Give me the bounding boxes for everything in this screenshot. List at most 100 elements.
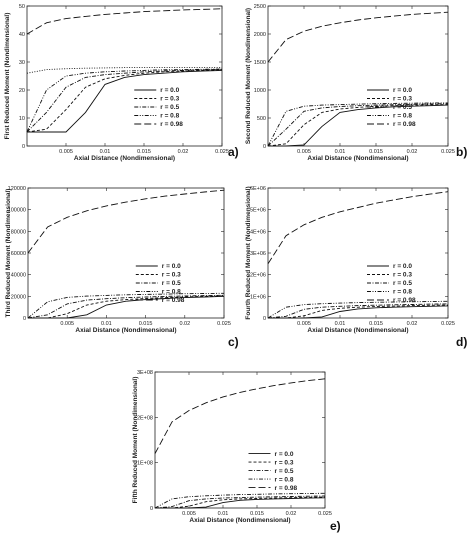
x-tick-label: 0.005: [182, 511, 196, 517]
y-tick-label: 1E+08: [137, 461, 153, 467]
y-tick-label: 4E+06: [250, 229, 266, 235]
series-line-2: [26, 69, 223, 133]
chart-panel-2: 0.005 0.01 0.015 0.02 0.025 0 500 1000 1500 2000 2…: [245, 4, 467, 162]
x-axis-label: Axial Distance (Nondimensional): [189, 517, 290, 524]
legend-entry: r = 0.5: [275, 468, 294, 475]
y-tick-label: 5E+06: [250, 208, 266, 214]
series-line-1: [28, 295, 225, 319]
legend-entry: r = 0.8: [393, 113, 412, 120]
series-line-3: [27, 294, 225, 319]
y-tick-label: 0: [263, 316, 266, 322]
x-tick-label: 0.005: [60, 321, 74, 327]
legend-entry: r = 0.0: [393, 87, 412, 94]
series-line-5: [26, 8, 223, 35]
series-line-3: [267, 103, 449, 147]
y-tick-label: 3E+08: [137, 370, 153, 376]
legend-entry: r = 0.98: [275, 485, 298, 492]
legend-entry: r = 0.8: [160, 113, 179, 120]
y-tick-label: 1000: [254, 88, 266, 94]
series-line-4: [154, 492, 326, 509]
x-tick-label: 0.02: [407, 149, 418, 155]
series-line-4: [267, 300, 449, 319]
x-tick-label: 0.02: [178, 149, 189, 155]
legend-entry: r = 0.3: [275, 459, 294, 466]
series-line-2: [155, 496, 326, 509]
series-line-5: [27, 189, 225, 254]
x-tick-label: 0.015: [369, 321, 383, 327]
x-axis-label: Axial Distance (Nondimensional): [75, 327, 176, 334]
panel-letter: c): [228, 335, 239, 349]
chart-panel-1: 0.005 0.01 0.015 0.02 0.025 0 10 20 30 40 50 Axial …: [4, 4, 239, 162]
series-line-1: [268, 305, 449, 319]
x-tick-label: 0.025: [441, 149, 455, 155]
series-line-1: [27, 69, 223, 133]
legend-entry: r = 0.0: [393, 263, 412, 270]
y-tick-label: 20: [19, 88, 25, 94]
legend-entry: r = 0.0: [275, 451, 294, 458]
x-tick-label: 0.01: [218, 511, 229, 517]
x-tick-label: 0.02: [286, 511, 297, 517]
y-tick-label: 2E+08: [137, 415, 153, 421]
x-tick-label: 0.015: [139, 321, 153, 327]
y-tick-label: 0: [150, 506, 153, 512]
x-tick-label: 0.005: [297, 321, 311, 327]
series-line-5: [154, 378, 326, 454]
y-tick-label: 10: [19, 116, 25, 122]
plot-frame: [154, 371, 326, 509]
series-line-4: [26, 68, 223, 133]
y-tick-label: 50: [19, 4, 25, 10]
series-line-3: [267, 303, 449, 319]
x-tick-label: 0.01: [100, 149, 111, 155]
legend-entry: r = 0.98: [393, 121, 416, 128]
y-tick-label: 0: [263, 144, 266, 150]
y-tick-label: 100000: [8, 208, 26, 214]
y-tick-label: 30: [19, 60, 25, 66]
series-line-1: [155, 497, 326, 509]
legend-entry: r = 0.3: [160, 96, 179, 103]
y-axis-label: Third Reduced Moment (Nondimensional): [5, 189, 12, 318]
y-tick-label: 120000: [8, 186, 26, 192]
x-tick-label: 0.015: [137, 149, 151, 155]
series-line-5: [267, 11, 449, 63]
panel-letter: a): [228, 145, 239, 159]
y-tick-label: 40000: [11, 273, 26, 279]
y-tick-label: 2000: [254, 32, 266, 38]
series-line-2: [28, 295, 225, 319]
chart-panel-5: 0.005 0.01 0.015 0.02 0.025 0 1E+08 2E+08 3E+08 A…: [132, 370, 341, 533]
y-tick-label: 500: [257, 116, 266, 122]
x-tick-label: 0.015: [250, 511, 264, 517]
y-tick-label: 80000: [11, 229, 26, 235]
legend-entry: r = 0.3: [162, 272, 181, 279]
legend-entry: r = 0.3: [393, 96, 412, 103]
series-line-5: [267, 191, 449, 265]
series-line-1: [268, 104, 449, 147]
legend-entry: r = 0.8: [162, 289, 181, 296]
x-tick-label: 0.005: [297, 149, 311, 155]
panel-letter: d): [456, 335, 467, 349]
y-axis-label: Second Reduced Moment (Nondimensional): [245, 8, 252, 144]
y-tick-label: 60000: [11, 251, 26, 257]
legend-entry: r = 0.5: [393, 104, 412, 111]
legend-entry: r = 0.98: [160, 121, 183, 128]
series-line-3: [26, 68, 223, 133]
legend-entry: r = 0.3: [393, 272, 412, 279]
x-tick-label: 0.005: [59, 149, 73, 155]
y-tick-label: 1E+06: [250, 294, 266, 300]
y-tick-label: 20000: [11, 294, 26, 300]
legend-entry: r = 0.5: [160, 104, 179, 111]
x-axis-label: Axial Distance (Nondimensional): [307, 155, 408, 162]
legend-entry: r = 0.5: [393, 280, 412, 287]
series-line-4: [27, 292, 225, 319]
x-tick-label: 0.025: [318, 511, 332, 517]
legend-entry: r = 0.0: [162, 263, 181, 270]
y-tick-label: 40: [19, 32, 25, 38]
chart-panel-3: 0.005 0.01 0.015 0.02 0.025 0 20000 40000 60000 8…: [5, 186, 239, 349]
legend-entry: r = 0.5: [162, 280, 181, 287]
y-axis-label: Fifth Reduced Moment (Nondimensional): [132, 377, 139, 504]
x-axis-label: Axial Distance (Nondimensional): [74, 155, 175, 162]
chart-panel-4: 0.005 0.01 0.015 0.02 0.025 0 1E+06 2E+06 3E+06 4…: [245, 186, 467, 349]
legend-entry: r = 0.98: [393, 297, 416, 304]
legend-entry: r = 0.98: [162, 297, 185, 304]
